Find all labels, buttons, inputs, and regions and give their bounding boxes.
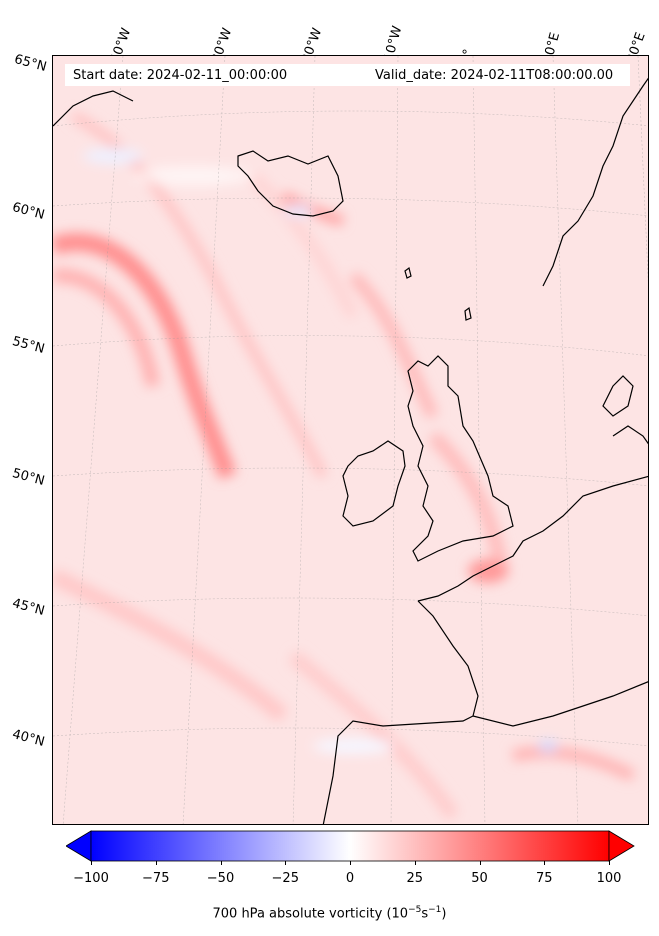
graticule [53, 56, 648, 824]
start-date-label: Start date: 2024-02-11_00:00:00 [73, 68, 288, 83]
colorbar-min-extend [66, 830, 92, 862]
colorbar-tickmark [220, 861, 222, 865]
colorbar [66, 830, 635, 862]
vorticity-map [53, 56, 648, 824]
colorbar-tickmark [479, 861, 481, 865]
colorbar-gradient [90, 830, 610, 862]
colorbar-tick-label: −50 [206, 871, 235, 886]
colorbar-tickmark [414, 861, 416, 865]
colorbar-max-extend [608, 830, 635, 862]
colorbar-title: 700 hPa absolute vorticity (10−5s−1) [212, 905, 447, 922]
ireland-outline [342, 440, 406, 527]
great-britain-outline [407, 355, 514, 562]
colorbar-tick-label: 75 [535, 871, 553, 886]
lat-label-65n: 65°N [12, 52, 49, 75]
iceland-outline [237, 150, 344, 217]
colorbar-tickmark [609, 861, 610, 865]
coastlines [53, 77, 648, 824]
lat-label-50n: 50°N [10, 466, 47, 489]
valid-date-label: Valid_date: 2024-02-11T08:00:00.00 [375, 68, 614, 83]
map-panel[interactable]: Start date: 2024-02-11_00:00:00 Valid_da… [52, 55, 649, 825]
colorbar-tickmark [91, 861, 92, 865]
lat-label-60n: 60°N [10, 200, 47, 223]
lat-label-45n: 45°N [10, 596, 47, 619]
colorbar-tick-label: 25 [406, 871, 424, 886]
colorbar-tick-label: −75 [142, 871, 170, 886]
lat-label-55n: 55°N [10, 334, 47, 357]
colorbar-tick-label: 50 [471, 871, 488, 886]
colorbar-tick-label: −100 [73, 871, 109, 886]
colorbar-tickmark [350, 861, 351, 865]
colorbar-tick-label: 0 [345, 871, 355, 886]
lat-label-40n: 40°N [10, 727, 47, 750]
info-bar [65, 64, 630, 86]
colorbar-tickmark [155, 861, 157, 865]
colorbar-tickmark [544, 861, 546, 865]
colorbar-tick-label: −25 [271, 871, 299, 886]
colorbar-tick-label: 100 [596, 871, 622, 886]
colorbar-tickmark [285, 861, 287, 865]
